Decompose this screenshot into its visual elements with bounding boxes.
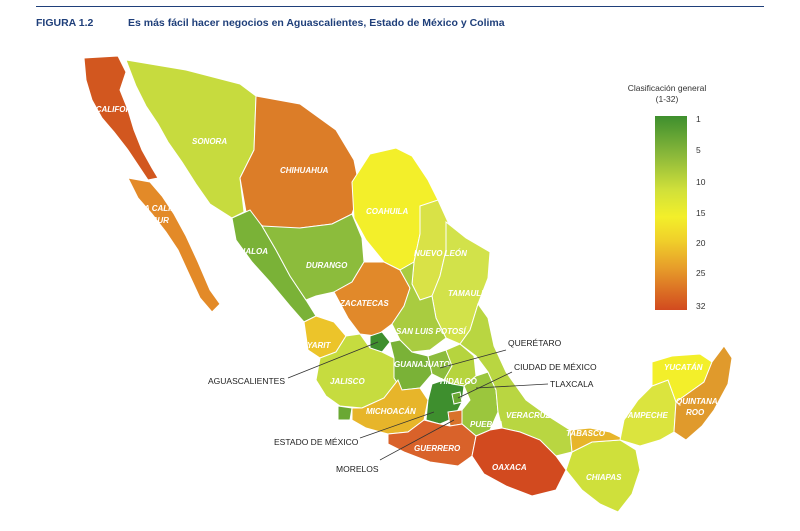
legend-tick-1: 1 [696, 114, 701, 124]
legend-tick-15: 15 [696, 208, 706, 218]
state-baja-california-sur [127, 177, 221, 313]
state-baja-california [83, 55, 159, 181]
label-chiapas: CHIAPAS [586, 473, 622, 482]
leader-ciudad-de-mexico [457, 371, 513, 399]
label-quintana-roo-1: QUINTANA [676, 397, 718, 406]
state-aguascalientes [369, 331, 391, 353]
state-san-luis-potosi [391, 261, 447, 353]
label-guerrero: GUERRERO [414, 444, 461, 453]
legend-tick-20: 20 [696, 238, 706, 248]
leader-aguascalientes [287, 341, 379, 379]
callout-tlaxcala: TLAXCALA [550, 379, 594, 389]
callout-ciudad-de-mexico: CIUDAD DE MÉXICO [514, 362, 597, 372]
label-baja-california-sur-1: BAJA CALIFORNIA [128, 204, 201, 213]
label-tamaulipas: TAMAULIPAS [448, 289, 500, 298]
label-sonora: SONORA [192, 137, 227, 146]
leader-queretaro [439, 349, 507, 369]
legend-tick-10: 10 [696, 177, 706, 187]
label-quintana-roo-2: ROO [686, 408, 705, 417]
legend-title-line2: (1-32) [655, 94, 679, 104]
label-yucatan: YUCATÁN [664, 363, 703, 372]
label-san-luis-potosi: SAN LUIS POTOSÍ [396, 327, 467, 336]
legend-tick-25: 25 [696, 268, 706, 278]
legend-tick-32: 32 [696, 301, 706, 311]
label-oaxaca: OAXACA [492, 463, 527, 472]
legend-tick-5: 5 [696, 145, 701, 155]
label-michoacan: MICHOACÁN [366, 407, 416, 416]
legend-title-line1: Clasificación general [627, 83, 707, 93]
label-zacatecas: ZACATECAS [339, 299, 389, 308]
callout-morelos: MORELOS [336, 464, 379, 474]
state-ciudad-de-mexico [451, 391, 463, 405]
legend-color-scale [655, 116, 687, 310]
label-jalisco: JALISCO [330, 377, 365, 386]
state-colima [337, 405, 353, 421]
leader-tlaxcala [475, 383, 549, 389]
state-guanajuato [389, 339, 433, 391]
label-baja-california-sur-2: SUR [152, 216, 169, 225]
leader-estado-de-mexico [359, 411, 435, 439]
callout-aguascalientes: AGUASCALIENTES [208, 376, 285, 386]
callout-queretaro: QUERÉTARO [508, 338, 562, 348]
callout-estado-de-mexico: ESTADO DE MÉXICO [274, 437, 359, 447]
figure-title: Es más fácil hacer negocios en Aguascali… [128, 17, 505, 29]
label-durango: DURANGO [306, 261, 348, 270]
label-campeche: CAMPECHE [622, 411, 668, 420]
label-nuevo-leon: NUEVO LEÓN [414, 249, 467, 258]
legend-title: Clasificación general (1-32) [612, 83, 722, 105]
label-hidalgo: HIDALGO [440, 377, 478, 386]
label-guanajuato: GUANAJUATO [394, 360, 450, 369]
state-sonora [125, 59, 257, 219]
label-puebla: PUEBLA [470, 420, 503, 429]
label-veracruz: VERACRUZ [506, 411, 552, 420]
label-nayarit: NAYARIT [296, 341, 331, 350]
label-coahuila: COAHUILA [366, 207, 408, 216]
label-chihuahua: CHIHUAHUA [280, 166, 329, 175]
label-tabasco: TABASCO [566, 429, 606, 438]
figure-label: FIGURA 1.2 [36, 17, 94, 29]
figure-header: FIGURA 1.2 Es más fácil hacer negocios e… [36, 6, 764, 37]
state-morelos [447, 409, 463, 427]
label-colima: COLIMA [306, 407, 338, 416]
label-baja-california: BAJA CALIFORNIA [72, 105, 145, 114]
leader-morelos [379, 419, 455, 461]
state-quintana-roo [673, 345, 733, 441]
callout-lines [287, 341, 549, 461]
label-sinaloa: SINALOA [232, 247, 268, 256]
